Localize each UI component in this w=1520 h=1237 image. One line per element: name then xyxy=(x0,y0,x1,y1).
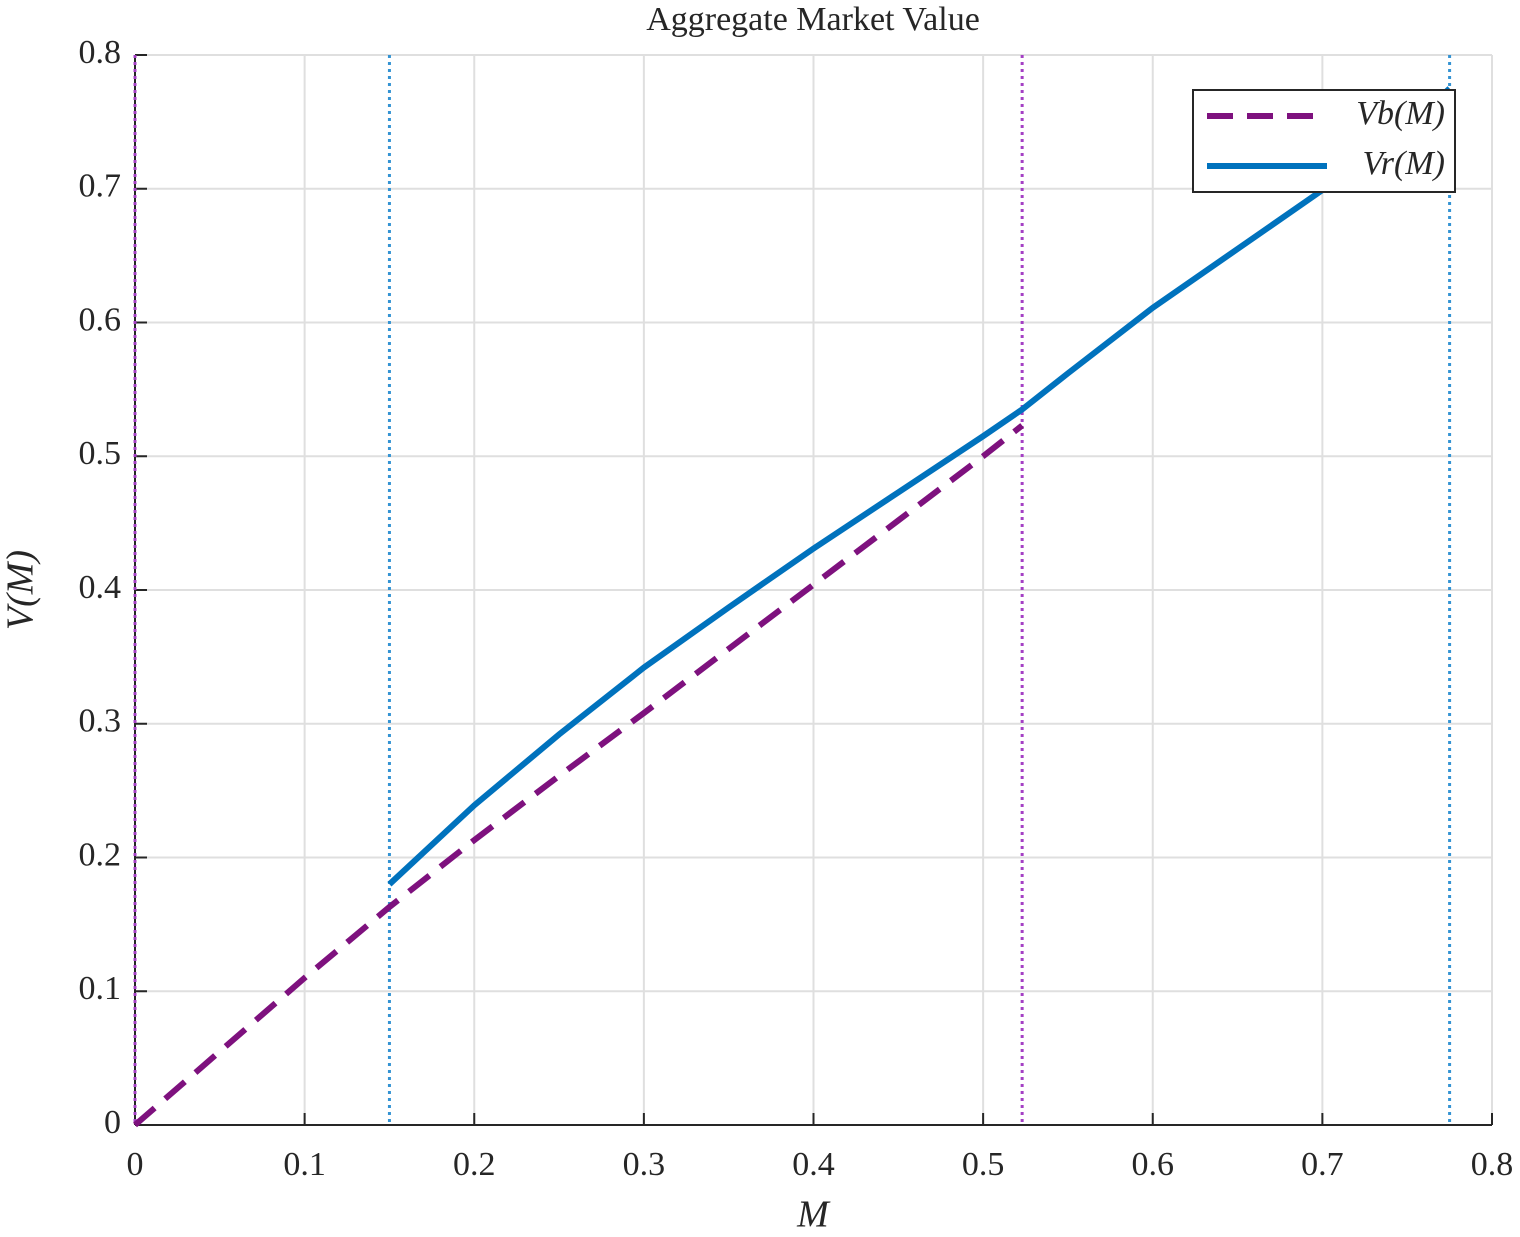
y-tick-label: 0.4 xyxy=(79,569,122,606)
legend-label: Vr(M) xyxy=(1363,145,1445,182)
legend-label: Vb(M) xyxy=(1356,95,1445,132)
y-tick-label: 0.8 xyxy=(79,34,122,71)
series-line xyxy=(387,86,1452,887)
y-tick-label: 0.3 xyxy=(79,703,122,740)
y-tick-label: 0.7 xyxy=(79,168,122,205)
x-tick-label: 0.5 xyxy=(962,1146,1005,1183)
x-tick-label: 0 xyxy=(127,1146,144,1183)
y-tick-label: 0.5 xyxy=(79,435,122,472)
chart-title: Aggregate Market Value xyxy=(646,1,980,38)
x-tick-label: 0.7 xyxy=(1301,1146,1344,1183)
x-tick-label: 0.4 xyxy=(792,1146,835,1183)
y-tick-label: 0.2 xyxy=(79,836,122,873)
x-tick-label: 0.3 xyxy=(623,1146,666,1183)
x-tick-label: 0.6 xyxy=(1132,1146,1175,1183)
y-axis-label: V(M) xyxy=(0,550,42,630)
x-tick-label: 0.2 xyxy=(453,1146,496,1183)
x-tick-label: 0.8 xyxy=(1471,1146,1514,1183)
legend-box xyxy=(1192,89,1456,193)
x-axis-label: M xyxy=(796,1194,831,1236)
y-tick-label: 0.1 xyxy=(79,970,122,1007)
series-line xyxy=(133,423,1024,1128)
x-tick-label: 0.1 xyxy=(283,1146,326,1183)
y-tick-label: 0.6 xyxy=(79,301,122,338)
y-tick-label: 0 xyxy=(104,1104,121,1141)
